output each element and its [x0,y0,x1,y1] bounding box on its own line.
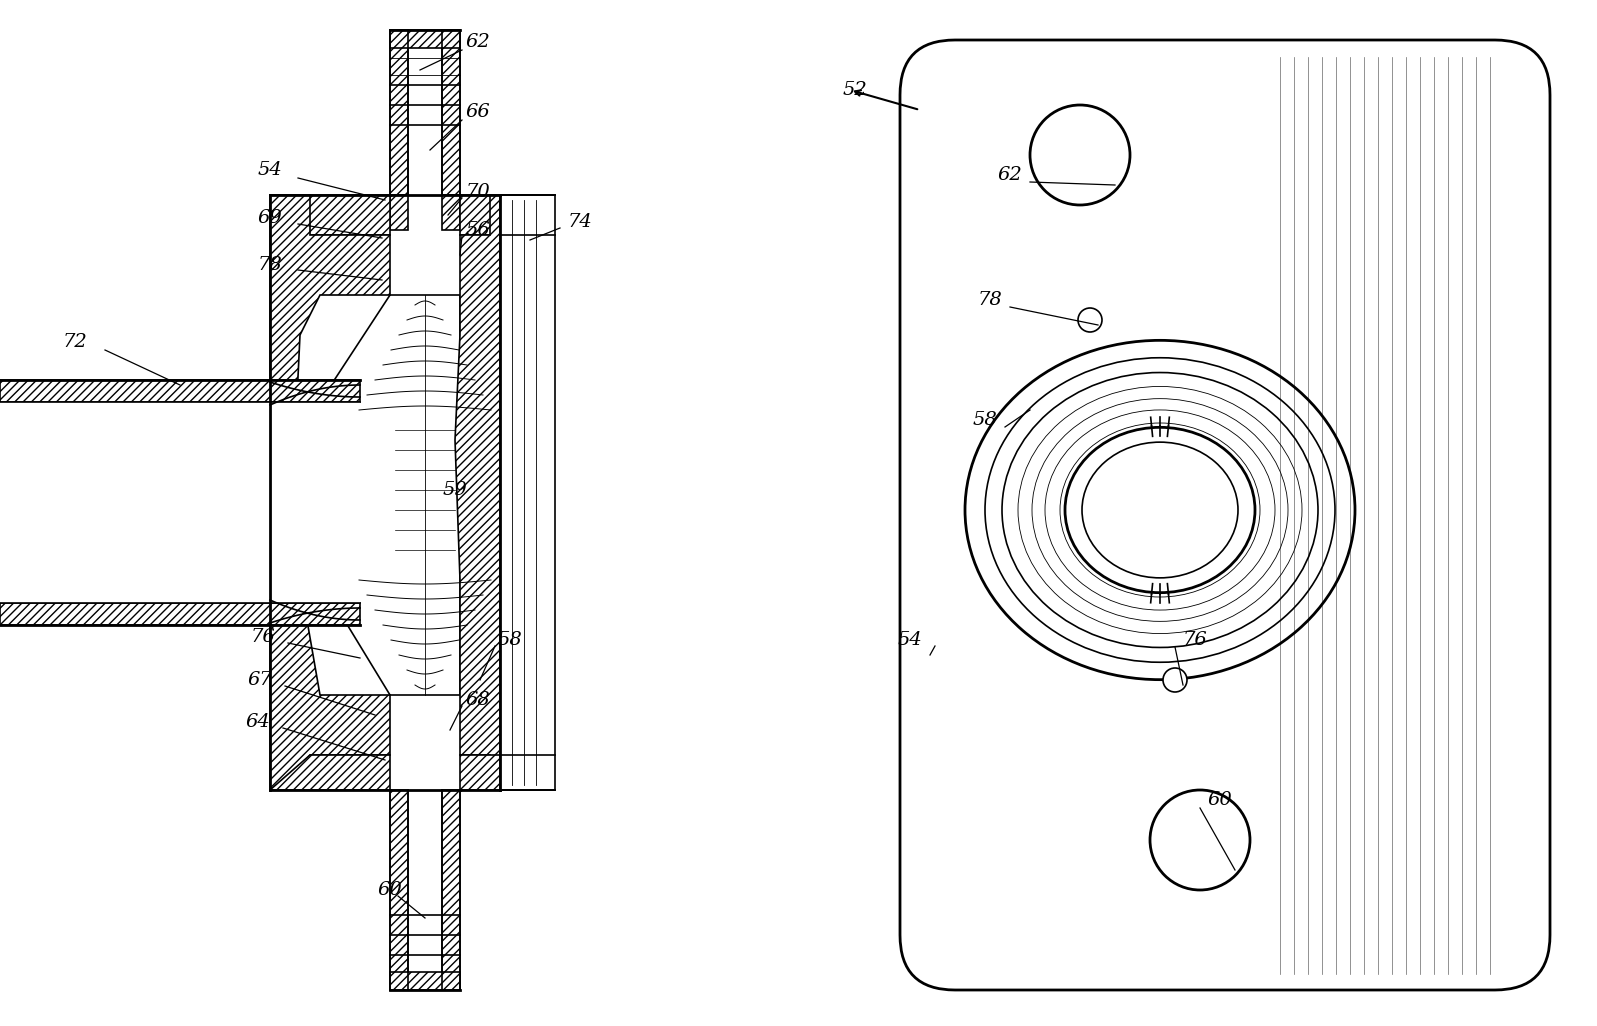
Text: 58: 58 [498,631,522,649]
Polygon shape [442,790,460,990]
Text: 68: 68 [466,690,490,709]
Polygon shape [390,972,460,990]
FancyBboxPatch shape [901,40,1551,990]
Text: 76: 76 [251,628,275,646]
Circle shape [1078,308,1102,332]
Polygon shape [270,755,390,790]
Text: 78: 78 [977,291,1003,309]
Ellipse shape [1065,428,1255,593]
Polygon shape [390,30,407,195]
Polygon shape [455,195,500,790]
Text: 62: 62 [466,33,490,51]
Polygon shape [0,603,359,625]
Circle shape [1030,105,1131,205]
Polygon shape [390,30,460,48]
Polygon shape [390,790,407,990]
Text: 72: 72 [62,333,88,351]
Text: 64: 64 [246,713,270,731]
Text: 74: 74 [567,213,592,231]
Polygon shape [500,195,556,790]
Text: 70: 70 [466,183,490,201]
Text: 59: 59 [442,481,468,499]
Circle shape [1150,790,1250,890]
Polygon shape [460,195,500,235]
Text: 69: 69 [257,209,283,227]
Ellipse shape [1083,442,1238,578]
Text: 54: 54 [898,631,923,649]
Text: 67: 67 [248,671,273,689]
Text: 78: 78 [257,256,283,274]
Text: 60: 60 [1207,791,1233,808]
Polygon shape [442,195,460,230]
Polygon shape [390,195,407,230]
Polygon shape [0,402,359,603]
Text: 76: 76 [1183,631,1207,649]
Text: 60: 60 [377,881,402,899]
Polygon shape [0,380,359,402]
Text: 56: 56 [466,221,490,239]
Text: 66: 66 [466,103,490,121]
Polygon shape [295,295,460,695]
Text: 52: 52 [843,81,867,98]
Circle shape [1163,668,1187,692]
Text: 62: 62 [998,166,1022,184]
Polygon shape [270,195,390,790]
Text: 54: 54 [257,161,283,179]
Polygon shape [442,30,460,195]
Text: 58: 58 [973,411,998,429]
Polygon shape [270,195,390,235]
Polygon shape [460,755,500,790]
